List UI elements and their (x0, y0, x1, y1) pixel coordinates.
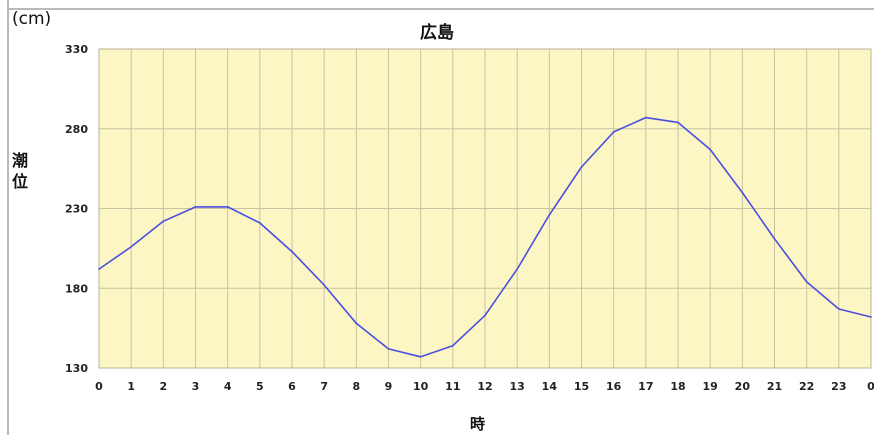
x-tick-label: 3 (192, 380, 200, 393)
data-point (580, 166, 583, 168)
x-tick-label: 20 (735, 380, 751, 393)
x-tick-label: 17 (638, 380, 653, 393)
data-point (870, 316, 872, 318)
chart-frame-left (7, 0, 9, 435)
data-point (709, 148, 711, 151)
data-point (226, 206, 229, 208)
x-tick-label: 10 (413, 380, 429, 393)
data-point (194, 206, 197, 208)
y-tick-label: 180 (65, 282, 88, 295)
data-point (773, 238, 776, 240)
x-tick-label: 16 (606, 380, 622, 393)
data-point (838, 308, 840, 310)
x-tick-label: 23 (831, 380, 846, 393)
x-tick-label: 6 (288, 380, 296, 393)
data-point (612, 131, 615, 133)
x-tick-label: 19 (703, 380, 718, 393)
y-tick-label: 280 (65, 123, 88, 136)
x-tick-label: 9 (385, 380, 393, 393)
x-tick-label: 13 (510, 380, 525, 393)
x-tick-label: 0 (95, 380, 103, 393)
x-tick-label: 0 (867, 380, 874, 393)
data-point (516, 268, 518, 270)
y-unit-label: (cm) (12, 9, 52, 29)
data-point (452, 344, 454, 347)
data-point (419, 356, 422, 358)
data-point (98, 268, 100, 270)
x-tick-label: 12 (477, 380, 492, 393)
data-point (645, 116, 647, 119)
x-axis-label: 時 (470, 415, 486, 433)
chart-frame-top (7, 8, 874, 10)
data-point (130, 245, 132, 248)
x-tick-label: 1 (127, 380, 135, 393)
x-tick-label: 8 (353, 380, 361, 393)
data-point (162, 220, 165, 223)
y-tick-label: 230 (65, 203, 88, 216)
x-tick-label: 14 (542, 380, 558, 393)
x-tick-label: 2 (160, 380, 168, 393)
x-tick-label: 21 (767, 380, 782, 393)
data-point (805, 281, 808, 283)
data-point (677, 121, 679, 124)
x-tick-label: 15 (574, 380, 589, 393)
x-tick-label: 11 (445, 380, 460, 393)
x-tick-label: 5 (256, 380, 264, 393)
chart-title: 広島 (420, 23, 454, 43)
data-point (259, 222, 261, 224)
x-tick-label: 18 (670, 380, 685, 393)
plot-border (98, 48, 872, 369)
data-point (387, 348, 390, 350)
data-point (741, 191, 744, 194)
x-tick-label: 7 (320, 380, 328, 393)
y-tick-label: 330 (65, 43, 88, 56)
x-tick-label: 4 (224, 380, 232, 393)
y-axis-label: 潮位 (12, 151, 29, 191)
y-tick-label: 130 (65, 362, 88, 375)
data-point (291, 250, 293, 253)
data-point (484, 314, 486, 317)
data-point (548, 214, 551, 216)
data-point (323, 284, 325, 286)
data-point (355, 322, 358, 325)
x-tick-label: 22 (799, 380, 814, 393)
